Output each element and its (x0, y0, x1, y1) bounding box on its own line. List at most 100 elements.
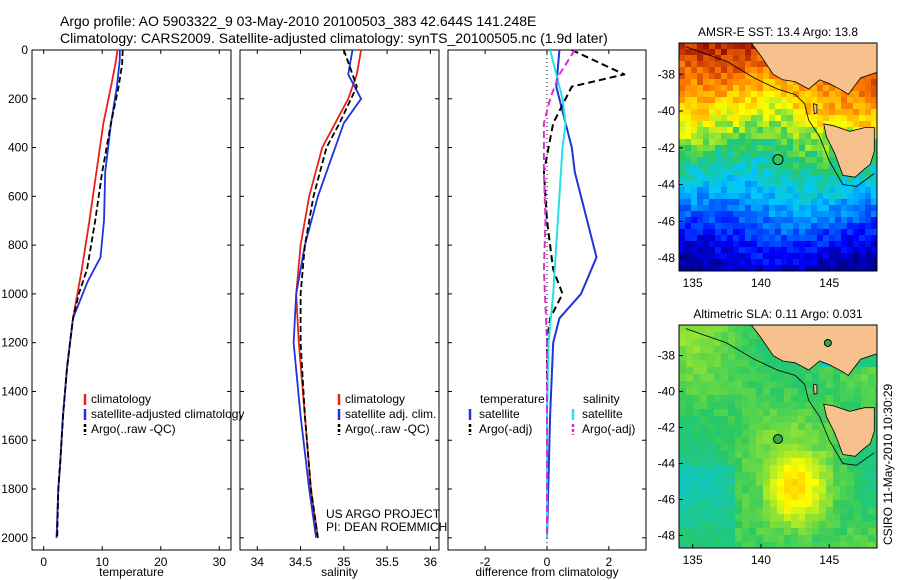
sla-map-cell (742, 381, 749, 388)
sla-map-cell (840, 486, 847, 493)
salinity-legend-label: satellite adj. clim. (345, 407, 436, 421)
sla-map-cell (749, 451, 756, 458)
sst-map-cell (739, 109, 745, 115)
sst-map-cell (817, 163, 823, 169)
sla-map-cell (763, 381, 770, 388)
sst-map-cell (769, 235, 775, 241)
sst-map-cell (871, 229, 877, 235)
sst-map-cell (697, 247, 703, 253)
sla-map-cell (805, 374, 812, 381)
sst-map-cell (823, 241, 829, 247)
sst-map-cell (871, 205, 877, 211)
sst-map-cell (727, 121, 733, 127)
sst-map-cell (793, 199, 799, 205)
sst-map-cell (721, 247, 727, 253)
sst-map-cell (727, 181, 733, 187)
sst-map-cell (865, 115, 871, 121)
sst-map-cell (763, 79, 769, 85)
sst-map-cell (841, 241, 847, 247)
sst-map-cell (871, 151, 877, 157)
sst-map-cell (703, 85, 709, 91)
sst-map-cell (691, 67, 697, 73)
sla-map-cell (763, 388, 770, 395)
sla-map-cell (763, 451, 770, 458)
sla-map-cell (721, 374, 728, 381)
sla-map-cell (679, 444, 686, 451)
sla-map-cell (756, 465, 763, 472)
sla-map-cell (826, 381, 833, 388)
sst-map-cell (697, 109, 703, 115)
sst-map-cell (739, 145, 745, 151)
sst-map-cell (847, 211, 853, 217)
sst-map-cell (775, 133, 781, 139)
series-line-temperature-argo-adj- (542, 49, 626, 538)
sst-map-cell (811, 175, 817, 181)
sla-map-cell (749, 395, 756, 402)
sst-map-cell (805, 133, 811, 139)
sst-map-cell (757, 205, 763, 211)
sst-map-cell (841, 211, 847, 217)
sst-map-cell (805, 97, 811, 103)
sst-map-cell (739, 229, 745, 235)
sst-map-cell (709, 79, 715, 85)
sla-map-cell (854, 528, 861, 535)
sst-map-cell (709, 61, 715, 67)
sst-map-cell (697, 193, 703, 199)
sst-map-cell (703, 79, 709, 85)
sst-map-cell (847, 253, 853, 259)
sst-map-cell (751, 181, 757, 187)
sla-map-cell (770, 444, 777, 451)
sst-map-cell (715, 91, 721, 97)
sst-map-cell (871, 91, 877, 97)
sst-map-cell (781, 109, 787, 115)
sst-map-cell (733, 187, 739, 193)
sst-map-cell (679, 247, 685, 253)
sla-map-cell (812, 493, 819, 500)
sla-map-cell (847, 535, 854, 542)
sst-map-cell (841, 115, 847, 121)
sst-map-cell (685, 151, 691, 157)
sst-map-cell (769, 187, 775, 193)
sst-map-cell (871, 223, 877, 229)
sst-map-cell (823, 145, 829, 151)
sst-lat-tick-label: -48 (658, 251, 676, 265)
sst-map-cell (703, 55, 709, 61)
sst-map-cell (763, 127, 769, 133)
sst-map-cell (817, 247, 823, 253)
sst-map-cell (871, 259, 877, 265)
sst-map-cell (781, 103, 787, 109)
sla-map-cell (679, 465, 686, 472)
sst-map-cell (715, 253, 721, 259)
sla-map-cell (728, 423, 735, 430)
sst-map-cell (829, 109, 835, 115)
sst-map-cell (763, 193, 769, 199)
sla-map-cell (721, 325, 728, 332)
sst-map-cell (709, 211, 715, 217)
tasmania-land (823, 123, 875, 178)
sst-map-frame (678, 42, 878, 272)
sst-map-cell (793, 193, 799, 199)
sla-map-cell (735, 353, 742, 360)
sst-map-cell (781, 241, 787, 247)
sla-map-cell (742, 521, 749, 528)
sla-map-cell (707, 409, 714, 416)
sst-map-cell (763, 139, 769, 145)
sla-shelf-contour (685, 328, 875, 466)
sst-map-cell (829, 91, 835, 97)
sst-map-cell (721, 199, 727, 205)
sst-map-cell (715, 109, 721, 115)
sst-map-cell (703, 187, 709, 193)
sla-map-cell (826, 430, 833, 437)
sst-map-cell (823, 139, 829, 145)
sst-map-cell (709, 73, 715, 79)
sst-map-cell (871, 157, 877, 163)
sla-map-cell (826, 521, 833, 528)
sst-map-cell (775, 181, 781, 187)
sla-map-cell (763, 486, 770, 493)
tasmania-land (823, 403, 875, 457)
sla-map-cell (798, 395, 805, 402)
sla-map-cell (777, 430, 784, 437)
sst-map-cell (697, 187, 703, 193)
sst-map-cell (859, 169, 865, 175)
sst-map-cell (679, 127, 685, 133)
